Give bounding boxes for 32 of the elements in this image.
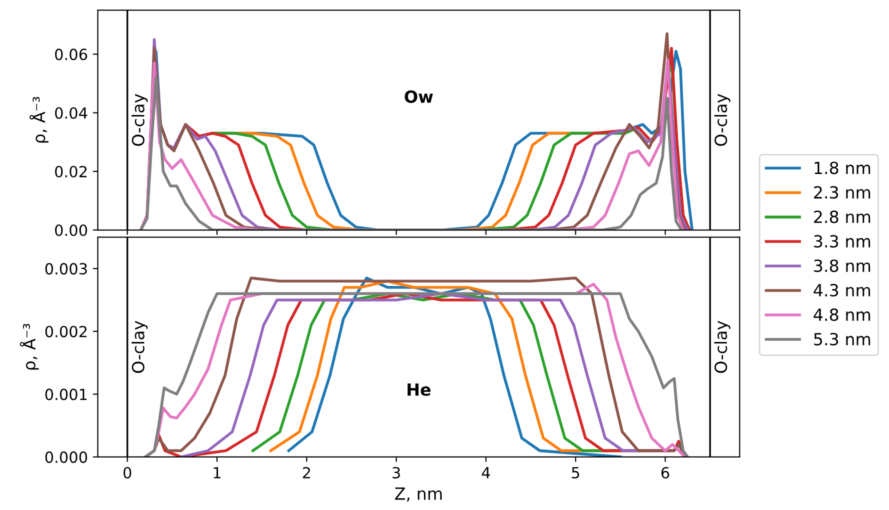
x-axis-title: Z, nm	[395, 488, 442, 502]
x-tick-label: 3	[392, 466, 400, 479]
legend-label: 2.8 nm	[814, 210, 870, 224]
y-tick-label: 0.002	[45, 326, 87, 338]
ref-line-label: O-clay	[714, 94, 730, 146]
y-tick-label: 0.00	[55, 224, 88, 236]
y-tick-label: 0.000	[45, 451, 88, 463]
legend-label: 1.8 nm	[814, 162, 870, 174]
legend-label: 5.3 nm	[814, 332, 870, 346]
legend-label: 3.3 nm	[814, 234, 870, 248]
y-tick-label: 0.06	[55, 48, 88, 60]
x-tick-label: 1	[214, 467, 220, 478]
y-tick-label: 0.001	[45, 388, 87, 400]
x-tick-label: 0	[124, 466, 132, 479]
y-axis-title: ρ, Å⁻³	[30, 96, 48, 143]
y-axis-title: ρ, Å⁻³	[20, 324, 39, 370]
x-tick-label: 4	[482, 467, 490, 478]
ref-line-label: O-clay	[714, 320, 730, 373]
annotation: Ow	[404, 90, 433, 103]
ref-line-label: O-clay	[132, 94, 148, 146]
ref-line-label: O-clay	[132, 320, 148, 373]
x-tick-label: 6	[661, 466, 670, 479]
y-tick-label: 0.02	[55, 166, 87, 178]
legend-label: 2.3 nm	[814, 186, 870, 199]
annotation: He	[408, 383, 431, 396]
legend-label: 3.8 nm	[814, 259, 870, 272]
y-tick-label: 0.003	[45, 263, 87, 275]
x-tick-label: 2	[302, 466, 310, 478]
y-tick-label: 0.04	[55, 107, 88, 119]
legend-label: 4.3 nm	[814, 284, 870, 297]
legend-label: 4.8 nm	[814, 308, 870, 321]
x-tick-label: 5	[572, 467, 580, 479]
